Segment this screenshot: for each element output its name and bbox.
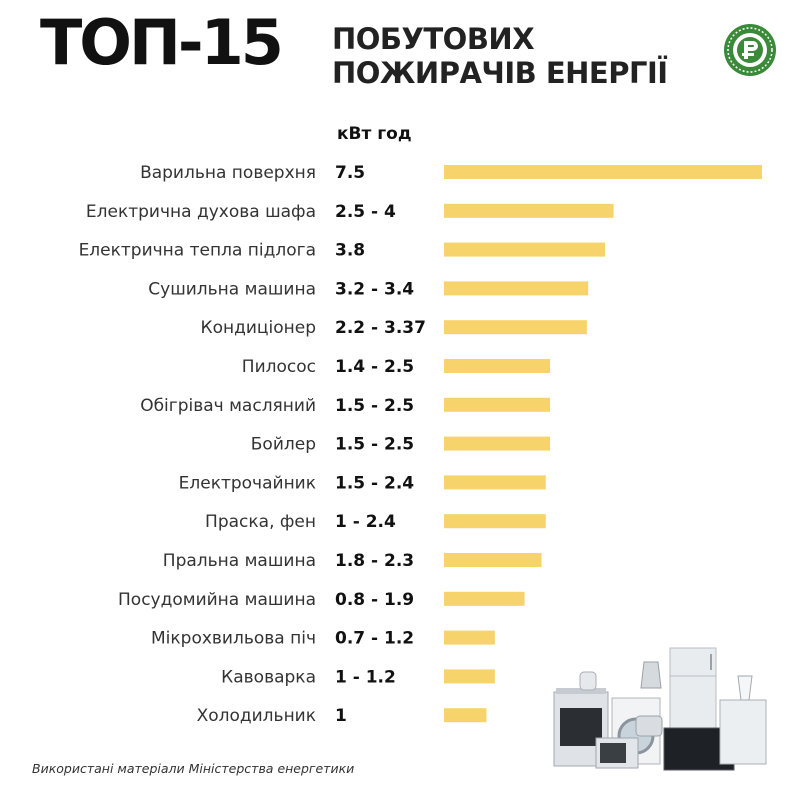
bar [444,475,546,490]
value-label: 1.5 - 2.5 [335,396,414,416]
category-label: Мікрохвильова піч [151,629,316,649]
category-label: Кондиціонер [201,318,316,338]
value-label: 0.8 - 1.9 [335,590,414,610]
category-label: Електрочайник [179,473,316,493]
category-label: Варильна поверхня [140,163,316,183]
category-label: Посудомийна машина [118,590,316,610]
bar [444,514,546,529]
value-label: 1.5 - 2.4 [335,473,414,493]
category-label: Пральна машина [163,551,316,571]
category-label: Пилосос [242,357,316,377]
value-label: 1 - 1.2 [335,667,396,687]
bar [444,320,587,335]
bar [444,165,762,179]
bar [444,203,614,218]
page-title: ТОП-15 [40,6,284,79]
logo-emblem-icon [724,24,776,76]
bar [444,553,542,567]
value-label: 3.8 [335,241,365,261]
value-label: 1.4 - 2.5 [335,357,414,377]
bar [444,359,550,373]
value-label: 1.5 - 2.5 [335,435,414,455]
bar [444,630,495,645]
bar [444,397,550,412]
category-label: Обігрівач масляний [140,396,316,416]
value-label: 2.2 - 3.37 [335,318,426,338]
category-label: Бойлер [251,435,316,455]
subtitle-line-2: ПОЖИРАЧІВ ЕНЕРГІЇ [332,56,668,90]
value-label: 1 [335,706,347,726]
category-label: Кавоварка [221,667,316,687]
bar [444,242,606,257]
bar [444,669,495,684]
value-label: 0.7 - 1.2 [335,629,414,649]
unit-label: кВт год [337,124,412,144]
category-label: Холодильник [197,706,316,726]
value-label: 2.5 - 4 [335,202,396,222]
value-label: 1 - 2.4 [335,512,396,532]
value-label: 7.5 [335,163,365,183]
home-appliances-illustration-icon [553,647,767,771]
subtitle-line-1: ПОБУТОВИХ [332,22,535,56]
bar [444,708,487,723]
category-label: Праска, фен [205,512,316,532]
page-subtitle: ПОБУТОВИХ ПОЖИРАЧІВ ЕНЕРГІЇ [332,22,668,90]
bar [444,281,589,296]
value-label: 1.8 - 2.3 [335,551,414,571]
category-label: Електрична тепла підлога [79,241,316,261]
bar [444,436,550,451]
source-note: Використані матеріали Міністерства енерг… [32,761,355,776]
bar-chart: Варильна поверхня 7.5 Електрична духова ша… [79,163,762,726]
bar [444,591,525,606]
category-label: Сушильна машина [148,279,316,299]
category-label: Електрична духова шафа [86,202,316,222]
value-label: 3.2 - 3.4 [335,279,414,299]
